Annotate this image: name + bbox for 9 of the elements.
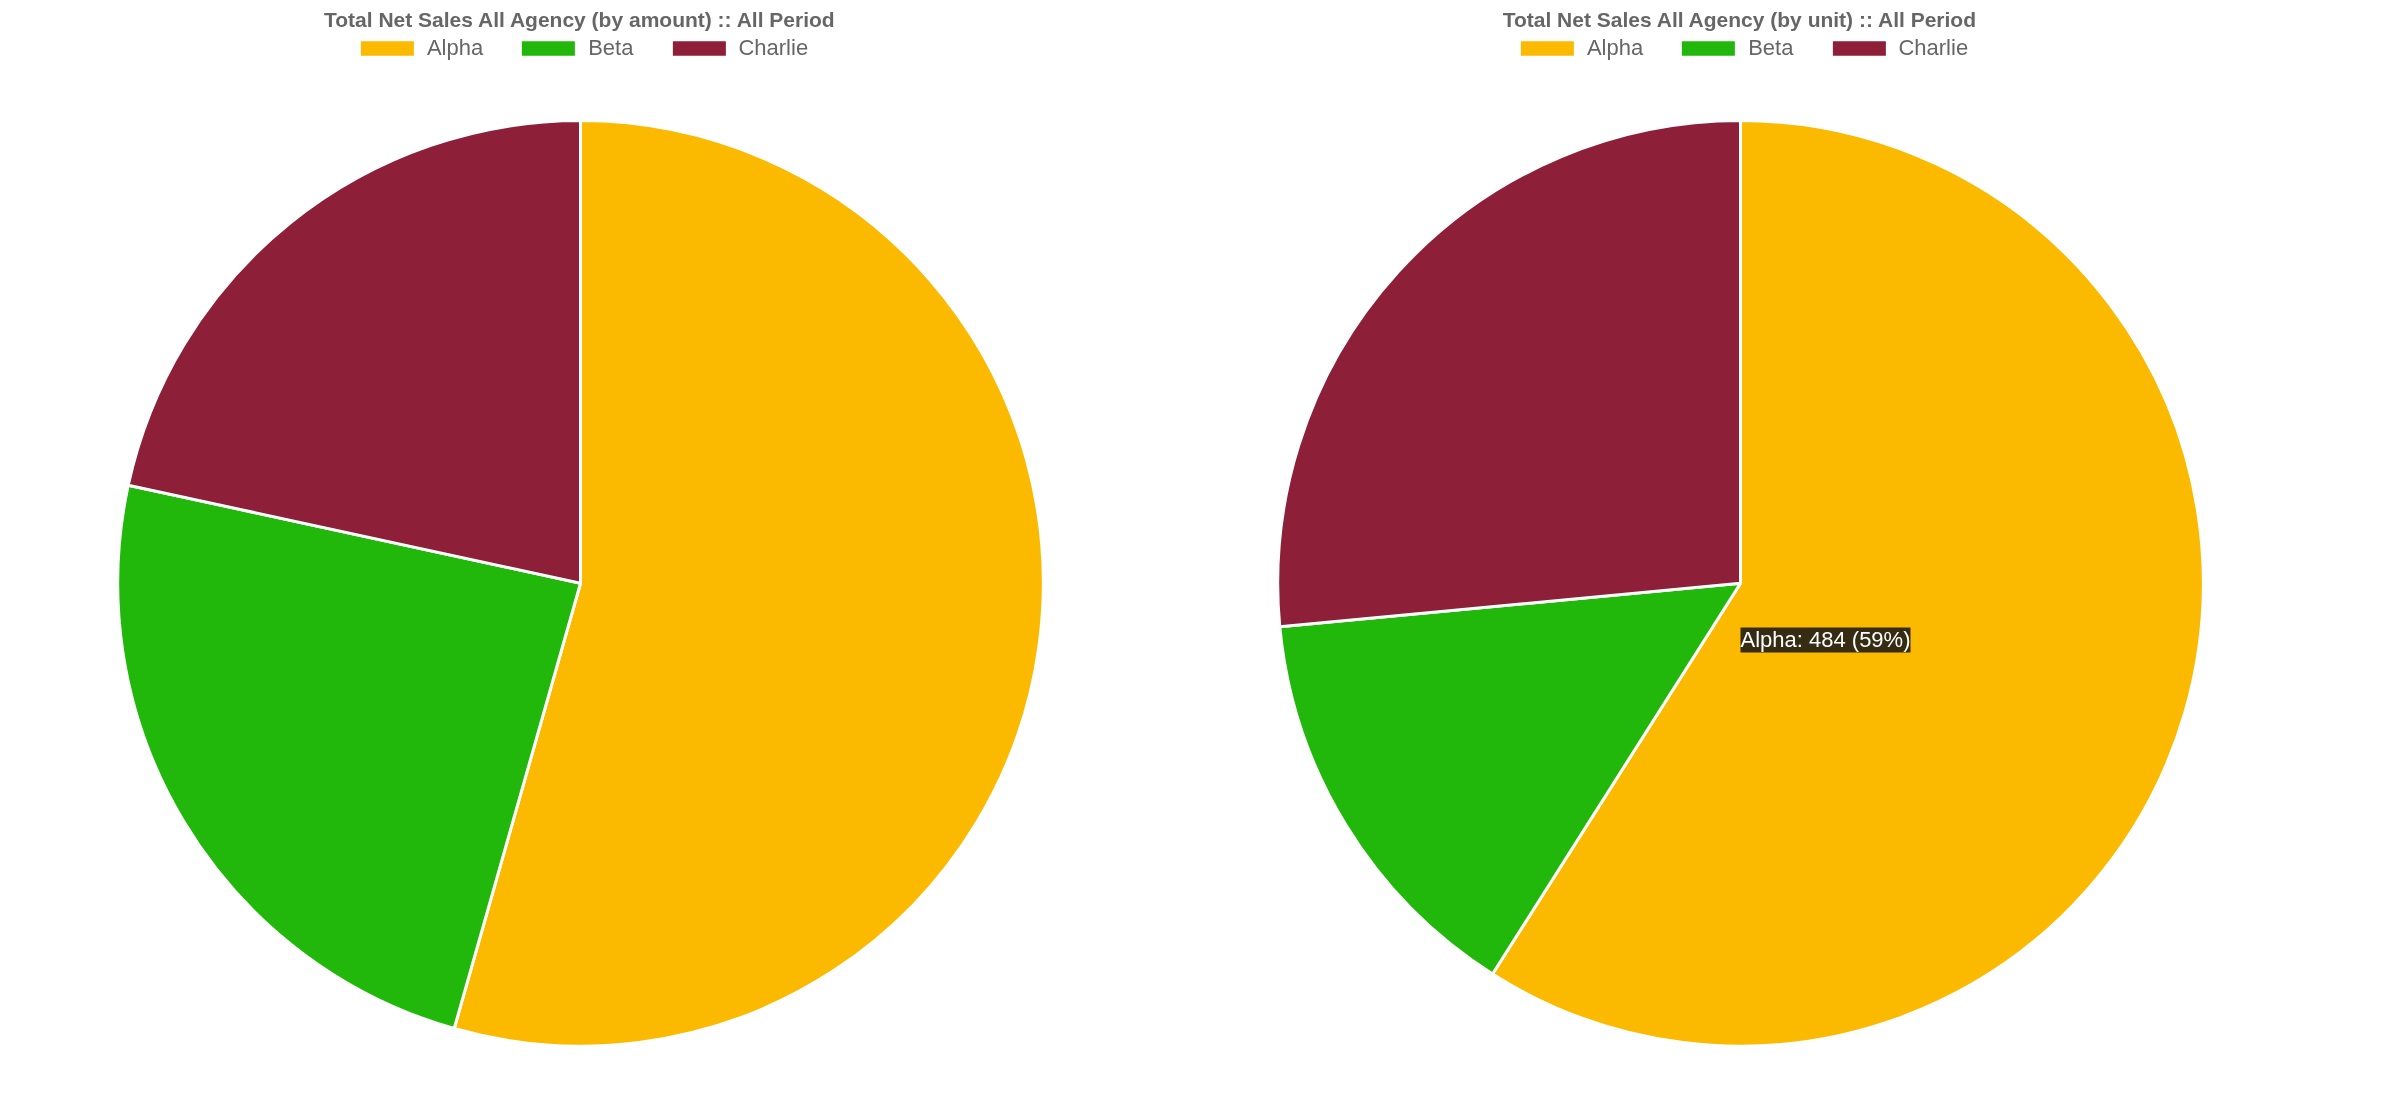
legend-label: Charlie: [1898, 35, 1969, 61]
legend-label: Charlie: [738, 35, 809, 61]
legend-label: Alpha: [426, 35, 484, 61]
legend-label: Beta: [1748, 35, 1794, 61]
text: Alpha: 484 (59%): [1740, 627, 1911, 653]
chart-title: Total Net Sales All Agency (by amount) :: All Period: [323, 7, 835, 31]
legend-label: Beta: [588, 35, 634, 61]
legend-label: Alpha: [1586, 35, 1644, 61]
chart-title: Total Net Sales All Agency (by unit) :: All Period: [1502, 7, 1977, 31]
